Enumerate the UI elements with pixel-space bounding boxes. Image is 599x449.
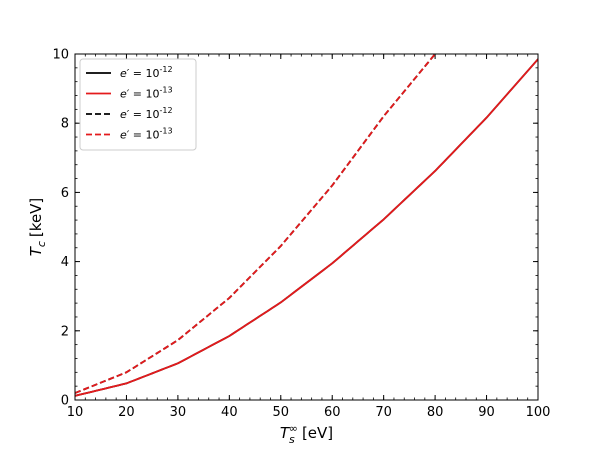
series-line-2 — [75, 58, 538, 397]
legend: e′ = 10-12 e′ = 10-13 e′ = 10-12 e′ = 10-13 — [79, 58, 197, 151]
x-tick-label: 60 — [324, 405, 341, 420]
x-tick-label: 10 — [67, 405, 84, 420]
x-tick-label: 20 — [118, 405, 135, 420]
y-tick-label: 6 — [61, 186, 69, 201]
series-line-4 — [75, 54, 436, 394]
x-tick-label: 50 — [273, 405, 290, 420]
y-tick-label: 8 — [61, 117, 69, 132]
axis-labels: Ts∞ [eV] Tc[keV] — [27, 198, 333, 446]
plot-frame — [74, 53, 539, 401]
y-tick-label: 10 — [52, 48, 69, 63]
y-axis-label: Tc[keV] — [27, 198, 48, 257]
x-axis-label: Ts∞ [eV] — [280, 422, 333, 446]
x-tick-label: 40 — [221, 405, 238, 420]
x-tick-label: 100 — [526, 405, 551, 420]
tick-labels: 10 20 30 40 50 60 70 80 90 100 0 2 4 6 8 10 — [52, 48, 550, 421]
series-layer — [75, 54, 538, 397]
legend-label: e′ = 10-13 — [120, 127, 173, 142]
x-tick-label: 70 — [375, 405, 392, 420]
legend-box — [79, 58, 197, 151]
legend-label: e′ = 10-12 — [120, 65, 173, 80]
legend-label: e′ = 10-13 — [120, 86, 173, 101]
y-tick-label: 0 — [61, 394, 69, 409]
x-tick-label: 90 — [478, 405, 495, 420]
x-tick-label: 80 — [427, 405, 444, 420]
y-tick-label: 4 — [61, 255, 69, 270]
x-tick-label: 30 — [170, 405, 187, 420]
y-tick-label: 2 — [61, 324, 69, 339]
legend-label: e′ = 10-12 — [120, 106, 173, 121]
